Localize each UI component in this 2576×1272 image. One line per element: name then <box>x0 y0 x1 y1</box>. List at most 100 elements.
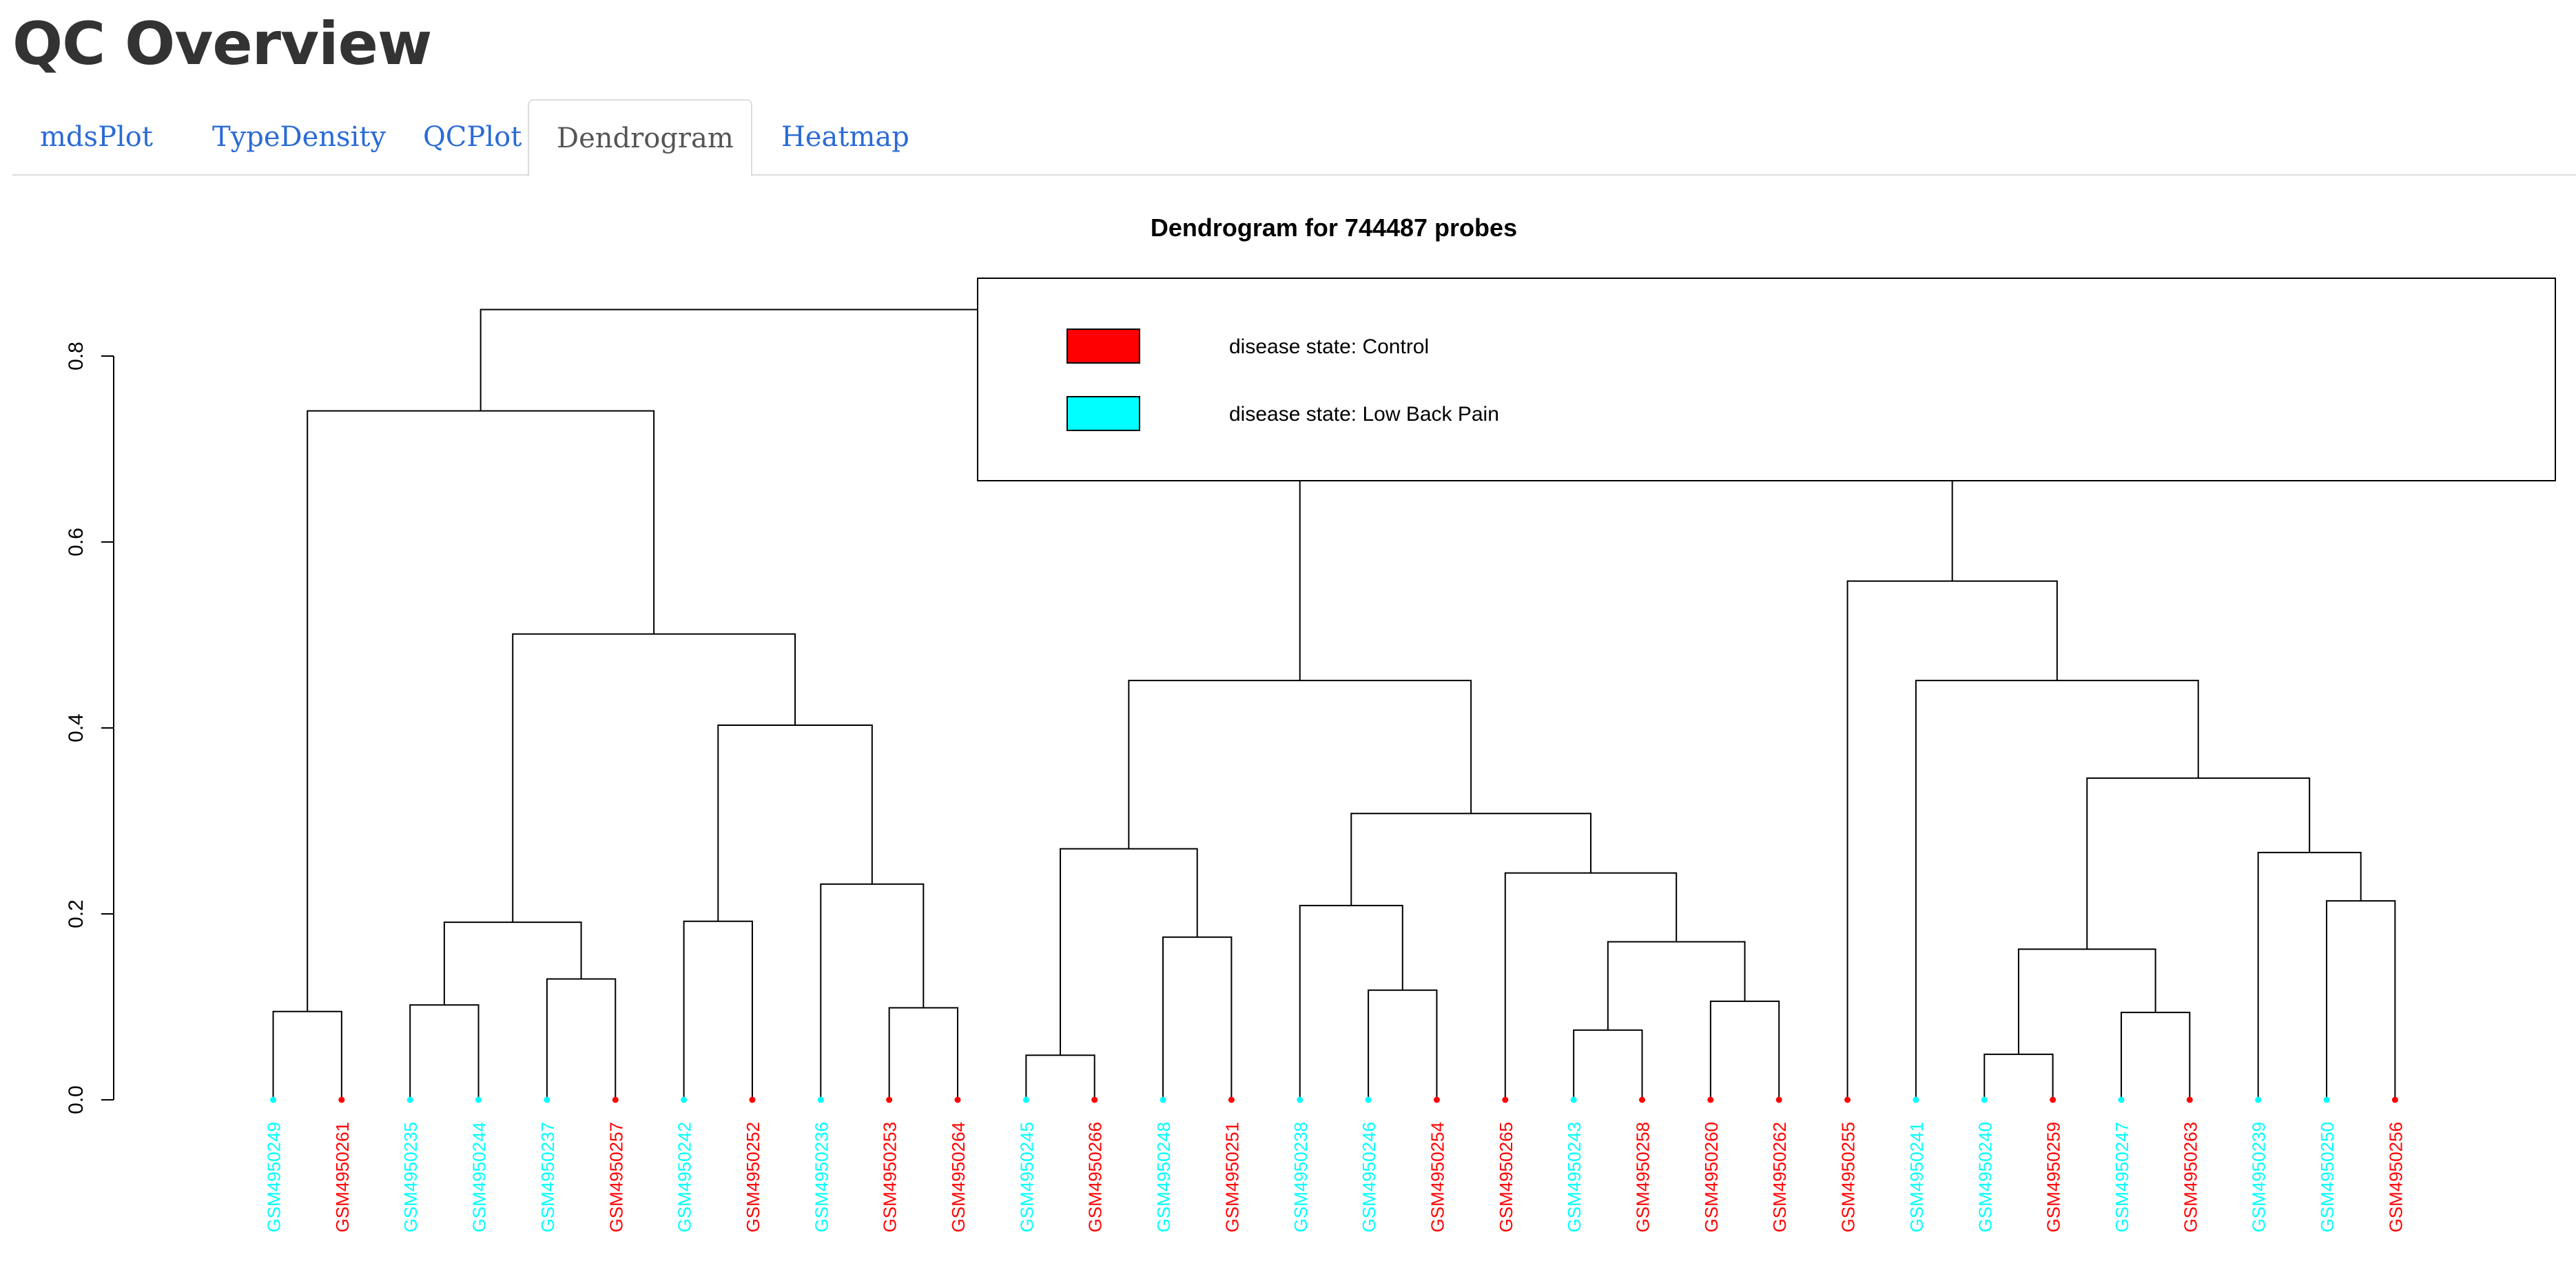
leaf-marker <box>954 1096 961 1103</box>
dendrogram-branch <box>1350 813 1591 906</box>
y-axis: 0.0 0.2 0.4 0.6 0.8 <box>65 342 114 1114</box>
y-tick-label: 0.0 <box>65 1085 87 1114</box>
leaf-label: GSM4950243 <box>1564 1122 1585 1232</box>
leaf-label: GSM4950252 <box>743 1122 763 1232</box>
dendrogram-branch <box>1607 941 1746 1030</box>
leaf-marker <box>1091 1096 1098 1103</box>
leaf-label: GSM4950254 <box>1427 1122 1447 1232</box>
dendrogram-branch <box>1299 904 1403 1100</box>
dendrogram-branch <box>1025 1054 1095 1100</box>
dendrogram-branch <box>683 920 753 1100</box>
leaf-marker <box>2118 1096 2125 1103</box>
dendrogram-branch <box>1504 872 1678 1100</box>
legend-box <box>977 278 2556 481</box>
leaf-label: GSM4950238 <box>1290 1122 1311 1232</box>
dendrogram-branch <box>888 1007 958 1100</box>
leaf-marker <box>1707 1096 1714 1103</box>
dendrogram-branch <box>2120 1012 2191 1100</box>
tab-bar: mdsPlot TypeDensity QCPlot Dendrogram He… <box>12 99 2576 177</box>
dendrogram-leaves: GSM4950249 GSM4950261 GSM4950235 GSM4950244… <box>264 1096 2406 1232</box>
tab-dendrogram[interactable]: Dendrogram <box>528 99 752 177</box>
tab-qcplot[interactable]: QCPlot <box>423 121 522 153</box>
leaf-marker <box>1502 1096 1509 1103</box>
dendrogram-branch <box>1709 1000 1780 1100</box>
dendrogram-branch <box>272 1010 342 1100</box>
dendrogram-chart: Dendrogram for 744487 probes 0.00.20.40.… <box>65 213 2556 1232</box>
dendrogram-branch <box>1573 1029 1643 1100</box>
dendrogram-branch <box>820 883 925 1100</box>
leaf-marker <box>406 1096 413 1103</box>
leaf-marker <box>886 1096 893 1103</box>
tab-mdsplot[interactable]: mdsPlot <box>40 121 153 153</box>
y-tick-label: 0.6 <box>65 528 87 556</box>
tab-heatmap[interactable]: Heatmap <box>781 121 909 153</box>
leaf-marker <box>1775 1096 1782 1103</box>
leaf-label: GSM4950235 <box>400 1122 421 1232</box>
leaf-marker <box>2323 1096 2330 1103</box>
dendrogram-branch <box>1162 936 1233 1100</box>
leaf-marker <box>544 1096 550 1103</box>
leaf-label: GSM4950255 <box>1838 1122 1859 1232</box>
leaf-label: GSM4950240 <box>1975 1122 1995 1232</box>
dendrogram-branch <box>1915 680 2199 1100</box>
leaf-label: GSM4950257 <box>606 1122 626 1232</box>
leaf-label: GSM4950249 <box>264 1122 285 1232</box>
leaf-marker <box>2050 1096 2057 1103</box>
leaf-marker <box>270 1096 276 1103</box>
leaf-marker <box>1433 1096 1440 1103</box>
dendrogram-branch <box>443 921 582 1005</box>
leaf-label: GSM4950246 <box>1359 1122 1379 1232</box>
leaf-label: GSM4950258 <box>1633 1122 1653 1232</box>
dendrogram-branch <box>2086 777 2311 950</box>
legend-swatch-control <box>1067 329 1140 364</box>
leaf-label: GSM4950242 <box>674 1122 695 1232</box>
leaf-marker <box>338 1096 345 1103</box>
leaf-marker <box>749 1096 756 1103</box>
chart-title: Dendrogram for 744487 probes <box>1151 213 1517 242</box>
leaf-marker <box>1297 1096 1304 1103</box>
leaf-label: GSM4950236 <box>811 1122 832 1232</box>
dendrogram-branch <box>1060 848 1198 1056</box>
leaf-marker <box>1160 1096 1166 1103</box>
dendrogram-branch <box>1846 580 2058 1100</box>
dendrogram-branch <box>2257 851 2362 1100</box>
legend: disease state: Control disease state: Lo… <box>977 278 2556 481</box>
leaf-marker <box>612 1096 619 1103</box>
legend-label-low-back-pain: disease state: Low Back Pain <box>1229 403 1499 426</box>
leaf-label: GSM4950239 <box>2249 1122 2269 1232</box>
leaf-marker <box>2255 1096 2262 1103</box>
leaf-label: GSM4950248 <box>1153 1122 1174 1232</box>
y-tick-label: 0.2 <box>65 899 87 928</box>
leaf-label: GSM4950260 <box>1701 1122 1722 1232</box>
leaf-marker <box>475 1096 482 1103</box>
dendrogram-branch <box>1368 989 1438 1100</box>
leaf-label: GSM4950259 <box>2043 1122 2064 1232</box>
leaf-marker <box>1570 1096 1577 1103</box>
leaf-marker <box>1639 1096 1645 1103</box>
dendrogram-branch <box>512 633 796 923</box>
leaf-label: GSM4950250 <box>2317 1122 2338 1232</box>
leaf-label: GSM4950264 <box>948 1122 969 1232</box>
tab-typedensity[interactable]: TypeDensity <box>212 121 387 153</box>
leaf-label: GSM4950245 <box>1016 1122 1037 1232</box>
leaf-label: GSM4950244 <box>469 1122 490 1232</box>
leaf-label: GSM4950261 <box>332 1122 353 1232</box>
dendrogram-branch <box>717 724 873 921</box>
dendrogram-branch <box>1128 680 1472 849</box>
leaf-marker <box>817 1096 824 1103</box>
leaf-label: GSM4950262 <box>1769 1122 1790 1232</box>
leaf-label: GSM4950247 <box>2112 1122 2132 1232</box>
dendrogram-branch <box>1983 1053 2054 1100</box>
leaf-label: GSM4950241 <box>1906 1122 1927 1232</box>
leaf-marker <box>2391 1096 2398 1103</box>
legend-label-control: disease state: Control <box>1229 335 1429 358</box>
dendrogram-branch <box>307 410 655 1012</box>
leaf-label: GSM4950265 <box>1496 1122 1516 1232</box>
leaf-label: GSM4950251 <box>1222 1122 1242 1232</box>
leaf-marker <box>2186 1096 2193 1103</box>
leaf-marker <box>681 1096 688 1103</box>
y-tick-label: 0.4 <box>65 713 87 742</box>
page-title: QC Overview <box>12 10 432 79</box>
leaf-marker <box>1228 1096 1235 1103</box>
y-tick-label: 0.8 <box>65 342 87 371</box>
